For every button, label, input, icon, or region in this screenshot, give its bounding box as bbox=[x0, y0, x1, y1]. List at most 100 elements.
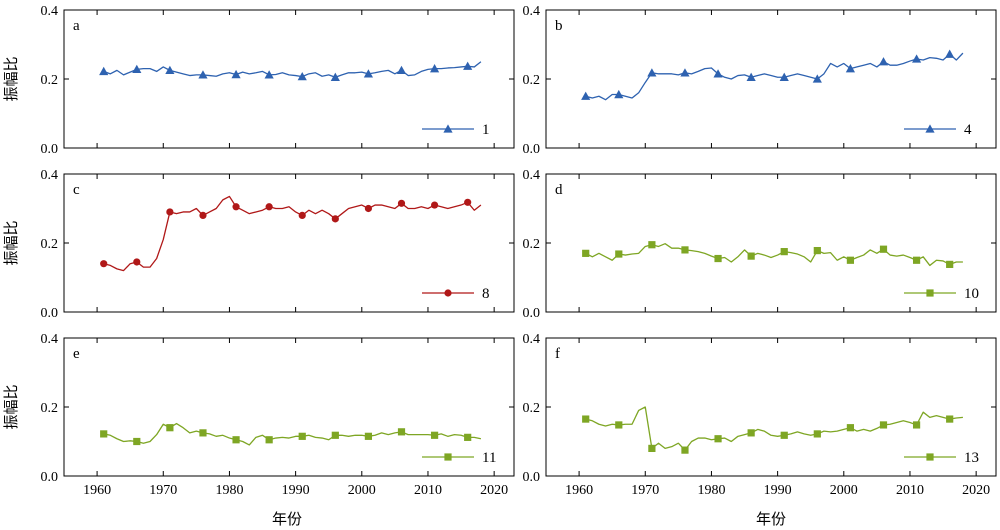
legend-marker bbox=[925, 124, 935, 133]
y-tick-label: 0.4 bbox=[523, 4, 541, 19]
data-point bbox=[746, 72, 756, 81]
x-tick-label: 1980 bbox=[215, 483, 243, 498]
legend-label: 4 bbox=[964, 122, 972, 138]
data-point bbox=[100, 260, 108, 268]
x-tick-label: 1990 bbox=[282, 483, 310, 498]
data-point bbox=[166, 424, 174, 432]
data-point bbox=[648, 444, 656, 452]
data-point bbox=[615, 250, 623, 258]
y-tick-label: 0.4 bbox=[41, 168, 59, 183]
data-point bbox=[680, 68, 690, 77]
data-point bbox=[364, 204, 373, 213]
data-point bbox=[946, 260, 954, 268]
x-tick-label: 1970 bbox=[149, 483, 177, 498]
legend-label: 11 bbox=[482, 450, 496, 466]
y-tick-label: 0.4 bbox=[523, 332, 541, 347]
legend-label: 10 bbox=[964, 286, 979, 302]
data-point bbox=[681, 246, 689, 254]
data-point bbox=[298, 211, 306, 219]
legend-label: 13 bbox=[964, 450, 979, 466]
y-axis-title-row-1: 振幅比 bbox=[2, 56, 20, 101]
y-tick-label: 0.0 bbox=[41, 142, 59, 157]
x-tick-label: 2010 bbox=[896, 483, 924, 498]
series-line bbox=[103, 195, 482, 272]
legend-label: 1 bbox=[482, 122, 490, 138]
y-tick-label: 0.2 bbox=[523, 401, 541, 416]
data-point bbox=[714, 435, 722, 443]
panel-d: 0.0 0.2 0.4 d 10 bbox=[523, 168, 997, 321]
data-point bbox=[429, 64, 440, 73]
data-point bbox=[714, 254, 722, 263]
data-point bbox=[264, 70, 274, 79]
series-line bbox=[585, 52, 964, 101]
data-point bbox=[232, 203, 240, 211]
y-tick-label: 0.0 bbox=[523, 470, 541, 485]
x-tick-label: 1960 bbox=[565, 483, 593, 498]
x-tick-label: 1970 bbox=[631, 483, 659, 498]
data-point bbox=[198, 70, 208, 79]
panel-letter: f bbox=[555, 346, 560, 362]
data-point bbox=[331, 215, 339, 223]
data-point bbox=[747, 252, 755, 260]
data-point bbox=[615, 421, 623, 429]
data-point bbox=[199, 211, 207, 219]
panels: 0.00.20.4a10.00.20.4b40.00.20.4c80.00.20… bbox=[41, 4, 997, 498]
x-tick-label: 2000 bbox=[348, 483, 376, 498]
panel-f: 1960 1970 1980 1990 2000 2010 2020 0.0 0.2 0.4 f 13 bbox=[523, 332, 997, 498]
legend-marker bbox=[926, 453, 934, 461]
data-point bbox=[912, 256, 921, 264]
series-line bbox=[585, 243, 963, 267]
y-tick-label: 0.0 bbox=[41, 306, 59, 321]
data-point bbox=[713, 69, 723, 78]
data-point bbox=[133, 258, 141, 266]
y-tick-label: 0.0 bbox=[41, 470, 59, 485]
panel-b: 0.0 0.2 0.4 b 4 bbox=[523, 4, 997, 157]
y-tick-label: 0.4 bbox=[41, 4, 59, 19]
data-point bbox=[845, 64, 856, 73]
data-point bbox=[581, 91, 591, 100]
data-point bbox=[648, 241, 656, 249]
data-point bbox=[878, 57, 889, 66]
data-point bbox=[780, 431, 788, 439]
legend-marker bbox=[444, 289, 452, 297]
data-point bbox=[945, 49, 955, 58]
x-tick-label: 2000 bbox=[830, 483, 858, 498]
data-point bbox=[846, 424, 855, 432]
panel-letter: d bbox=[555, 182, 563, 198]
x-tick-label: 1980 bbox=[697, 483, 725, 498]
legend-label: 8 bbox=[482, 286, 490, 302]
y-axis-title-row-2: 振幅比 bbox=[2, 220, 20, 265]
legend-marker bbox=[444, 453, 452, 461]
data-point bbox=[747, 429, 755, 437]
legend-marker bbox=[926, 289, 934, 297]
data-point bbox=[364, 432, 373, 440]
data-point bbox=[911, 54, 922, 63]
data-point bbox=[297, 71, 307, 81]
x-tick-label: 1990 bbox=[764, 483, 792, 498]
y-tick-label: 0.2 bbox=[41, 73, 59, 88]
data-point bbox=[232, 436, 240, 444]
data-point bbox=[912, 421, 921, 429]
y-tick-label: 0.0 bbox=[523, 306, 541, 321]
data-point bbox=[614, 89, 624, 99]
y-tick-label: 0.4 bbox=[523, 168, 541, 183]
x-tick-label: 2020 bbox=[962, 483, 990, 498]
data-point bbox=[165, 65, 175, 75]
data-point bbox=[397, 428, 406, 436]
data-point bbox=[430, 201, 439, 209]
data-point bbox=[779, 72, 789, 81]
x-tick-label: 2010 bbox=[414, 483, 442, 498]
x-axis-title-right: 年份 bbox=[756, 510, 786, 528]
y-tick-label: 0.2 bbox=[41, 237, 59, 252]
x-tick-label: 2020 bbox=[480, 483, 508, 498]
data-point bbox=[582, 249, 590, 257]
data-point bbox=[363, 69, 374, 78]
data-point bbox=[463, 61, 473, 70]
panel-e: 1960 1970 1980 1990 2000 2010 2020 0.0 0.2 0.4 e 11 bbox=[41, 332, 515, 498]
panel-c: 0.0 0.2 0.4 c 8 bbox=[41, 168, 515, 321]
data-point bbox=[582, 415, 590, 423]
series-line bbox=[585, 406, 963, 451]
data-point bbox=[199, 429, 207, 437]
data-point bbox=[396, 65, 407, 75]
data-point bbox=[330, 72, 340, 81]
